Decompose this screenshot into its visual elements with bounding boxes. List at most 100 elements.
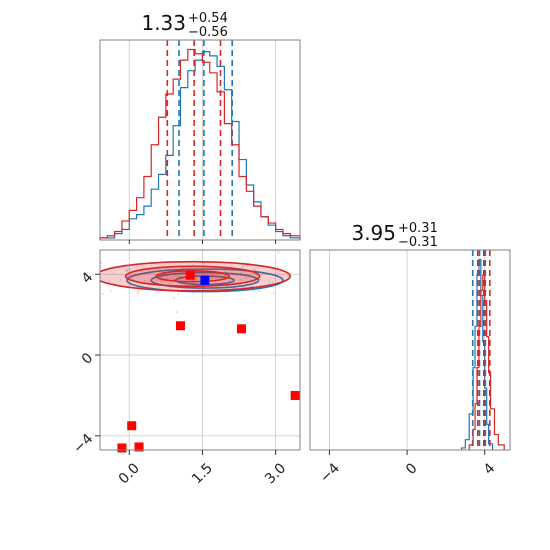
contour-sample-dot	[164, 280, 166, 283]
contour-sample-dot	[76, 274, 78, 276]
contour-y-tick-label: 0	[79, 350, 97, 368]
contour-sample-dot	[169, 286, 172, 289]
contour-sample-dot	[172, 278, 175, 281]
contour-sample-dot	[244, 277, 247, 279]
hist-param2-frame	[309, 249, 511, 451]
contour-frame	[99, 249, 301, 451]
contour-sample-dot	[284, 265, 287, 268]
contour-sample-dot	[177, 293, 179, 295]
contour-sample-dot	[204, 273, 206, 276]
contour-sample-dot	[374, 275, 376, 277]
panel-title: 1.33 +0.54−0.56	[141, 11, 227, 40]
contour-sample-dot	[254, 269, 257, 272]
contour-sample-dot	[256, 274, 258, 277]
title-lower-error: −0.56	[188, 25, 228, 40]
contour-sample-dot	[276, 266, 279, 269]
hist-param2-x-tick-label: 4	[481, 460, 499, 478]
contour-sample-dot	[108, 279, 111, 282]
contour-sample-dot	[302, 271, 304, 273]
contour-sample-dot	[191, 292, 194, 294]
contour-sample-dot	[242, 265, 245, 268]
contour-sample-dot	[231, 264, 233, 267]
contour-sample-dot	[271, 281, 274, 283]
contour-y-tick-label: 4	[79, 269, 97, 287]
hist-param2-x-tick-label: 0	[403, 460, 421, 478]
contour-sample-dot	[258, 290, 261, 293]
title-lower-error: −0.31	[398, 235, 438, 250]
contour-series-1-level-1	[126, 268, 284, 293]
contour-marker-point	[200, 275, 210, 285]
title-upper-error: +0.54	[188, 11, 228, 26]
contour-marker-point	[175, 321, 185, 331]
contour-sample-dot	[137, 292, 139, 295]
contour-sample-dot	[175, 275, 177, 278]
contour-sample-dot	[268, 280, 271, 283]
title-upper-error: +0.31	[398, 221, 438, 236]
contour-sample-dot	[173, 297, 175, 299]
contour-y-tick-label: −4	[70, 431, 96, 457]
contour-sample-dot	[125, 270, 127, 272]
hist-param1-series-2-histogram	[99, 48, 301, 240]
contour-sample-dot	[143, 279, 146, 282]
contour-sample-dot	[161, 280, 164, 282]
contour-marker-point	[134, 442, 144, 452]
hist-param1-frame	[99, 39, 301, 241]
contour-sample-dot	[102, 293, 104, 296]
contour-sample-dot	[19, 271, 21, 273]
contour-sample-dot	[253, 289, 256, 292]
contour-x-tick-label: 1.5	[189, 460, 216, 487]
contour-sample-dot	[227, 279, 230, 282]
contour-sample-dot	[253, 268, 255, 270]
panel-title: 3.95 +0.31−0.31	[351, 221, 437, 250]
contour-sample-dot	[159, 280, 162, 282]
contour-sample-dot	[155, 278, 158, 281]
contour-sample-dot	[203, 262, 206, 265]
contour-marker-point	[290, 390, 300, 400]
contour-sample-dot	[148, 280, 151, 283]
contour-sample-dot	[119, 278, 121, 281]
contour-sample-dot	[130, 277, 133, 280]
contour-sample-dot	[235, 274, 238, 277]
contour-marker-point	[117, 443, 127, 453]
contour-sample-dot	[267, 282, 270, 285]
contour-sample-dot	[195, 278, 197, 281]
contour-sample-dot	[176, 311, 178, 313]
contour-sample-dot	[182, 266, 184, 269]
hist-param2-x-tick-label: −4	[317, 460, 343, 486]
contour-sample-dot	[277, 251, 280, 254]
contour-sample-dot	[197, 258, 200, 261]
contour-sample-dot	[272, 292, 275, 294]
contour-sample-dot	[126, 269, 129, 272]
contour-sample-dot	[137, 290, 140, 293]
hist-param2-series-1-histogram	[460, 258, 494, 450]
contour-sample-dot	[255, 273, 258, 276]
contour-x-tick-label: 0.0	[116, 460, 143, 487]
hist-param1-series-1-histogram	[99, 51, 301, 240]
contour-sample-dot	[165, 277, 168, 280]
contour-sample-dot	[280, 285, 283, 287]
contour-sample-dot	[126, 269, 128, 272]
contour-marker-point	[127, 421, 137, 431]
contour-marker-point	[236, 324, 246, 334]
contour-sample-dot	[109, 290, 112, 292]
contour-sample-dot	[254, 280, 256, 283]
contour-sample-dot	[287, 275, 289, 278]
contour-sample-dot	[239, 278, 242, 281]
title-value: 1.33	[141, 11, 186, 35]
contour-marker-point	[185, 270, 195, 280]
contour-sample-dot	[257, 282, 260, 284]
contour-sample-dot	[259, 278, 262, 281]
contour-sample-dot	[231, 274, 234, 276]
title-value: 3.95	[351, 221, 396, 245]
contour-sample-dot	[58, 278, 60, 280]
contour-sample-dot	[80, 270, 82, 272]
contour-sample-dot	[164, 268, 167, 271]
contour-x-tick-label: 3.0	[262, 460, 289, 487]
contour-sample-dot	[223, 274, 226, 277]
contour-sample-dot	[100, 261, 103, 264]
contour-sample-dot	[136, 265, 139, 268]
contour-group	[19, 251, 376, 313]
contour-sample-dot	[251, 285, 253, 288]
